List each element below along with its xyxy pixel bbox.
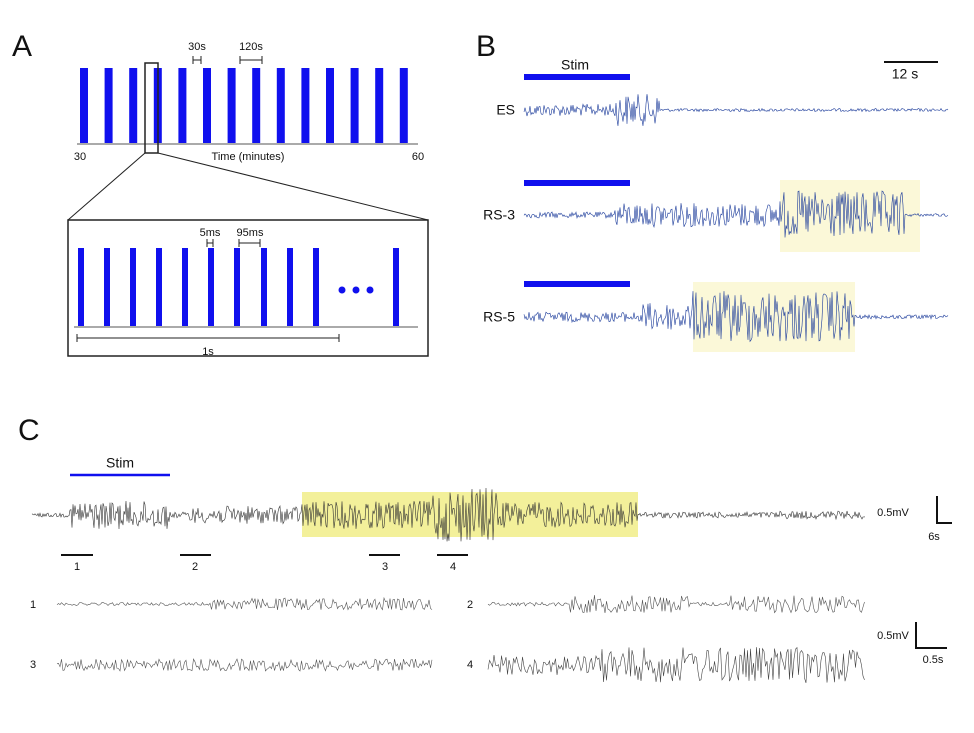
interval-label: 95ms xyxy=(237,227,264,239)
axis-label: Time (minutes) xyxy=(212,151,285,163)
stim-label: Stim xyxy=(106,455,134,471)
axis-end: 60 xyxy=(412,151,424,163)
segment-label: 2 xyxy=(192,561,198,573)
ellipsis-dot xyxy=(366,286,374,294)
stim-block xyxy=(227,68,236,143)
pulse xyxy=(156,248,162,326)
panel-label: A xyxy=(12,30,32,63)
interval-label: 30s xyxy=(188,41,206,53)
stim-bar xyxy=(524,74,630,80)
pulse xyxy=(287,248,293,326)
scale-label: 0.5mV xyxy=(877,630,909,642)
trace-label: ES xyxy=(496,102,515,118)
stim-block xyxy=(399,68,408,143)
stim-block xyxy=(104,68,113,143)
segment-label: 4 xyxy=(450,561,456,573)
zoom-label: 3 xyxy=(30,659,36,671)
pulse xyxy=(104,248,110,326)
pulse xyxy=(182,248,188,326)
scale-bar xyxy=(915,496,952,649)
stim-bar xyxy=(524,180,630,186)
highlight xyxy=(780,180,920,252)
segment-label: 3 xyxy=(382,561,388,573)
pulse xyxy=(130,248,136,326)
panel-label: B xyxy=(476,30,496,63)
trace xyxy=(31,487,866,542)
trace xyxy=(523,94,949,126)
trace xyxy=(523,190,949,238)
trace xyxy=(487,646,865,683)
pulse xyxy=(234,248,240,326)
interval-brackets xyxy=(192,56,263,64)
zoom-line xyxy=(157,152,429,221)
pulse xyxy=(208,248,214,326)
pulse xyxy=(313,248,319,326)
pulses xyxy=(78,248,399,326)
stim-block xyxy=(80,68,88,143)
duration-label: 1s xyxy=(202,346,214,358)
zoom-label: 4 xyxy=(467,659,473,671)
inset-box xyxy=(67,219,429,357)
zoom-box xyxy=(144,62,159,154)
interval-label: 120s xyxy=(239,41,263,53)
scale-label: 6s xyxy=(928,531,940,543)
ellipsis-dot xyxy=(338,286,346,294)
stim-block xyxy=(252,68,261,143)
stim-block xyxy=(178,68,187,143)
trace-label: RS-5 xyxy=(483,309,515,325)
pulse xyxy=(261,248,267,326)
zoom-label: 2 xyxy=(467,599,473,611)
zoom-line xyxy=(67,152,146,221)
panel-label: C xyxy=(18,414,40,447)
stim-block xyxy=(375,68,384,143)
stim-bar xyxy=(524,281,630,287)
axis-start: 30 xyxy=(74,151,86,163)
stim-block xyxy=(326,68,334,143)
pulse xyxy=(393,248,399,326)
scale-label: 0.5s xyxy=(923,654,944,666)
pulse xyxy=(78,248,84,326)
segment-label: 1 xyxy=(74,561,80,573)
stim-label: Stim xyxy=(561,57,589,73)
stim-block xyxy=(276,68,285,143)
stim-block xyxy=(301,68,310,143)
ellipsis-dot xyxy=(352,286,360,294)
zoom-label: 1 xyxy=(30,599,36,611)
stim-block xyxy=(203,68,211,143)
inset-brackets xyxy=(76,239,340,342)
traces xyxy=(31,94,949,683)
scale-label: 12 s xyxy=(892,66,918,82)
trace xyxy=(523,291,949,343)
trace xyxy=(56,658,433,672)
stim-block xyxy=(129,68,138,143)
scale-label: 0.5mV xyxy=(877,507,909,519)
trace xyxy=(487,595,865,614)
trace xyxy=(56,596,433,611)
pulse-label: 5ms xyxy=(200,227,221,239)
stim-block xyxy=(350,68,359,143)
trace-label: RS-3 xyxy=(483,207,515,223)
